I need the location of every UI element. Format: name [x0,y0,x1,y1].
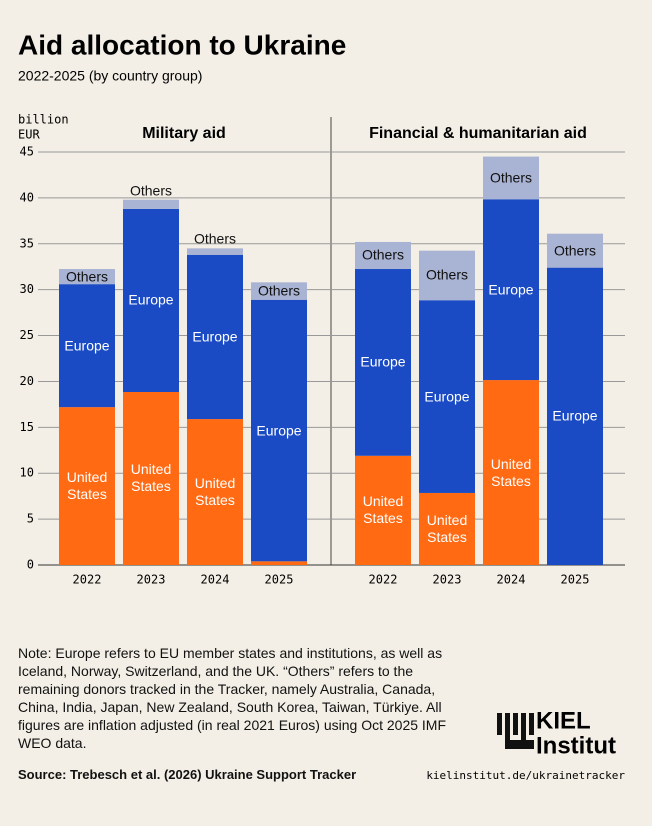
segment-label: Others [193,230,236,247]
bar-segment [59,269,115,285]
bar-segment [123,391,179,565]
x-tick-label: 2023 [433,573,462,587]
segment-label: United States [130,461,172,495]
segment-label: Others [65,268,108,285]
bar-segment [483,199,539,381]
x-tick-label: 2024 [497,573,526,587]
y-tick-label: 20 [20,374,34,388]
x-tick-label: 2022 [369,573,398,587]
x-tick-label: 2025 [561,573,590,587]
segment-label: Europe [488,281,534,298]
bar-segment [59,407,115,565]
bar-segment [547,267,603,565]
panel-title: Financial & humanitarian aid [369,125,587,142]
url: kielinstitut.de/ukrainetracker [426,769,625,782]
logo-text: Institut [536,732,616,759]
segment-label: United States [66,469,108,503]
subtitle: 2022-2025 (by country group) [18,68,202,84]
segment-label: Europe [552,407,598,424]
source: Source: Trebesch et al. (2026) Ukraine S… [18,767,357,782]
y-tick-label: 10 [20,466,34,480]
segment-label: Others [129,182,172,199]
y-tick-label: 30 [20,282,34,296]
bar-segment [123,208,179,392]
bar-segment [483,156,539,200]
segment-label: United States [426,511,468,545]
bar-segment [547,233,603,268]
segment-label: Others [553,242,596,259]
segment-label: United States [362,493,404,527]
segment-label: United States [490,455,532,489]
y-tick-label: 40 [20,190,34,204]
y-tick-label: 5 [27,512,34,526]
segment-label: Others [425,266,468,283]
y-tick-label: 35 [20,236,34,250]
y-tick-label: 45 [20,145,34,159]
note: Note: Europe refers to EU member states … [18,645,447,751]
segment-label: Europe [256,422,302,439]
unit-label: billion [18,113,69,127]
bar-segment [251,282,307,300]
segment-label: Others [489,169,532,186]
bar-segment [251,561,307,565]
bar-segment [187,248,243,255]
bar-segment [355,455,411,565]
logo-icon [497,713,534,749]
bar-segment [483,380,539,565]
segment-label: United States [194,475,236,509]
bar-segment [355,241,411,270]
bar-segment [419,492,475,565]
x-tick-label: 2025 [265,573,294,587]
segment-label: Europe [360,353,406,370]
logo-text: KIEL [536,707,591,734]
unit-label: EUR [18,128,40,142]
segment-label: Europe [128,291,174,308]
segment-label: Europe [192,328,238,345]
x-tick-label: 2022 [73,573,102,587]
bar-segment [187,254,243,420]
x-tick-label: 2024 [201,573,230,587]
y-tick-label: 25 [20,328,34,342]
x-tick-label: 2023 [137,573,166,587]
bar-segment [123,199,179,209]
bar-segment [419,300,475,493]
panel-title: Military aid [142,125,226,142]
segment-label: Europe [424,388,470,405]
bar-segment [419,250,475,301]
bar-segment [251,299,307,562]
bar-segment [355,269,411,456]
y-tick-label: 0 [27,558,34,572]
segment-label: Others [361,246,404,263]
segment-label: Europe [64,337,110,354]
y-tick-label: 15 [20,420,34,434]
bar-segment [187,419,243,565]
segment-label: Others [257,282,300,299]
title: Aid allocation to Ukraine [18,29,346,60]
bar-segment [59,284,115,408]
